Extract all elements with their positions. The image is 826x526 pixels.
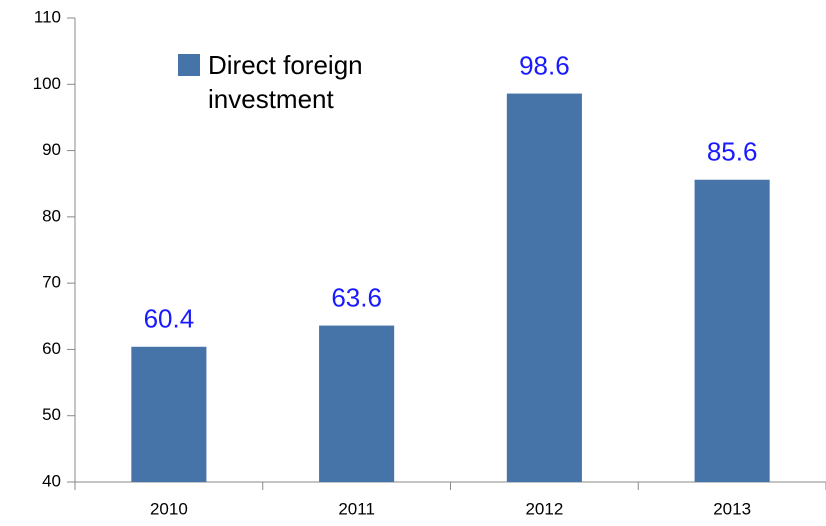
value-label: 98.6 [519, 50, 570, 80]
x-tick-label: 2013 [713, 499, 751, 518]
legend-swatch [178, 54, 200, 76]
bar [131, 346, 207, 482]
legend-label: Direct foreign investment [208, 50, 363, 114]
bar [319, 325, 395, 482]
y-tick-label: 40 [42, 471, 61, 490]
value-label: 85.6 [707, 137, 758, 167]
value-label: 60.4 [144, 304, 195, 334]
y-tick-label: 90 [42, 140, 61, 159]
y-tick-label: 60 [42, 339, 61, 358]
y-tick-label: 80 [42, 206, 61, 225]
y-tick-label: 70 [42, 273, 61, 292]
value-label: 63.6 [331, 282, 382, 312]
y-tick-label: 100 [33, 74, 61, 93]
bar [506, 93, 582, 483]
y-tick-label: 50 [42, 405, 61, 424]
legend: Direct foreign investment [178, 48, 428, 116]
x-tick-label: 2012 [525, 499, 563, 518]
bar [694, 179, 770, 483]
x-tick-label: 2011 [338, 499, 375, 518]
y-tick-label: 110 [34, 7, 61, 26]
x-tick-label: 2010 [150, 499, 188, 518]
